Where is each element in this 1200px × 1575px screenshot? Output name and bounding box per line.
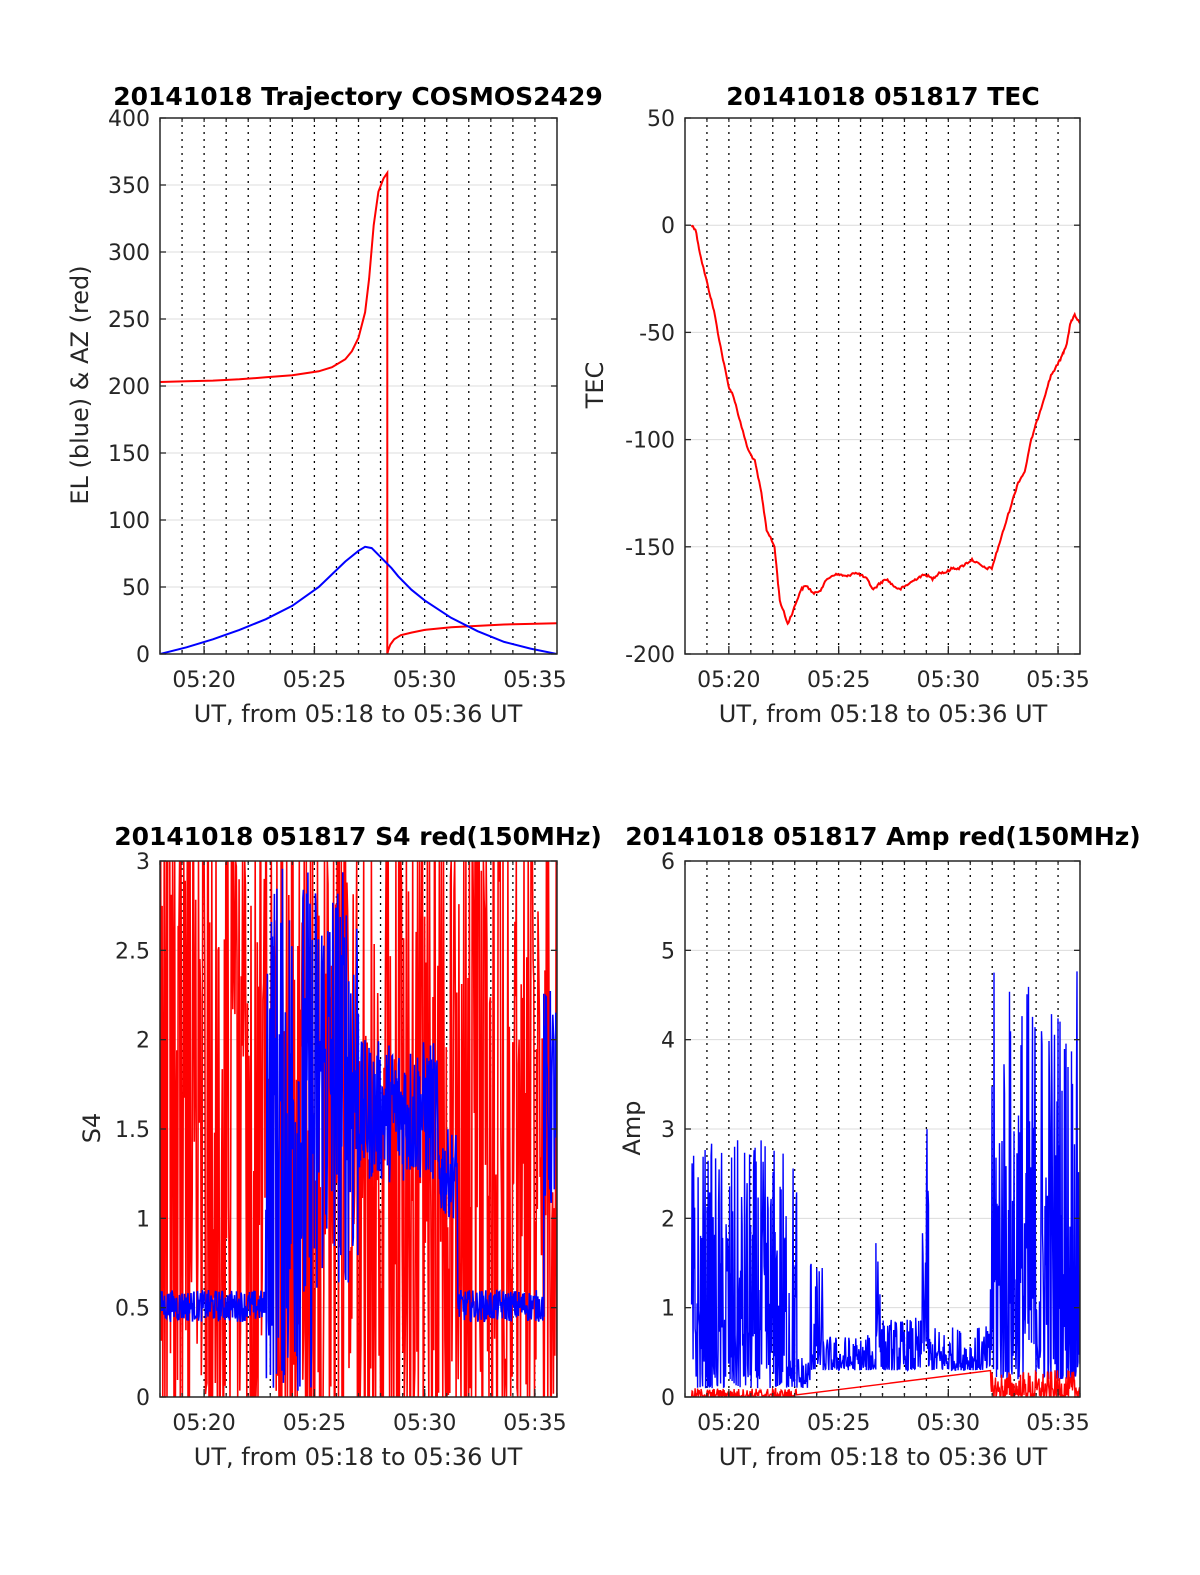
plot-area-3: 0 1 2 3 4 5 6 05:20 05:25 05:30 05:35 xyxy=(661,850,1090,1436)
y-tick-label: 400 xyxy=(108,107,150,132)
x-tick-label: 05:20 xyxy=(172,668,235,693)
x-axis-label: UT, from 05:18 to 05:36 UT xyxy=(194,700,523,728)
y-tick-label: 0 xyxy=(136,643,150,668)
plot-area-0: 0 50 100 150 200 250 300 350 400 05:20 05:25 05:30 0… xyxy=(108,107,567,693)
y-tick-label: 1.5 xyxy=(115,1118,150,1143)
y-tick-label: -150 xyxy=(625,536,675,561)
chart-title: 20141018 051817 Amp red(150MHz) xyxy=(625,822,1141,851)
series-line xyxy=(690,971,1080,1389)
x-tick-label: 05:35 xyxy=(503,1411,566,1436)
x-tick-label: 05:25 xyxy=(283,668,346,693)
x-tick-label: 05:35 xyxy=(1026,668,1089,693)
y-tick-label: 0.5 xyxy=(115,1297,150,1322)
y-tick-label: 3 xyxy=(136,850,150,875)
y-tick-label: 350 xyxy=(108,174,150,199)
plot-area-1: -200 -150 -100 -50 0 50 05:20 05:25 05:30 05:35 xyxy=(625,107,1090,693)
y-tick-label: 200 xyxy=(108,375,150,400)
y-tick-label: 6 xyxy=(661,850,675,875)
x-tick-label: 05:30 xyxy=(393,1411,456,1436)
y-tick-label: 250 xyxy=(108,308,150,333)
x-tick-label: 05:35 xyxy=(503,668,566,693)
data-layer xyxy=(160,169,557,654)
y-axis-label: S4 xyxy=(78,1113,106,1144)
y-tick-label: 4 xyxy=(661,1029,675,1054)
data-layer xyxy=(690,224,1080,626)
x-tick-label: 05:25 xyxy=(807,1411,870,1436)
x-tick-label: 05:20 xyxy=(697,668,760,693)
x-tick-label: 05:30 xyxy=(393,668,456,693)
panel-s4: 20141018 051817 S4 red(150MHz) UT, from … xyxy=(78,822,602,1471)
data-layer xyxy=(690,971,1080,1397)
panel-amp: 20141018 051817 Amp red(150MHz) UT, from… xyxy=(618,822,1141,1471)
x-tick-label: 05:35 xyxy=(1026,1411,1089,1436)
y-tick-label: 1 xyxy=(661,1297,675,1322)
chart-title: 20141018 051817 TEC xyxy=(726,82,1039,111)
y-axis-label: TEC xyxy=(581,362,609,410)
panel-tec: 20141018 051817 TEC UT, from 05:18 to 05… xyxy=(581,82,1048,728)
y-tick-label: 0 xyxy=(136,1386,150,1411)
series-line xyxy=(160,861,557,1397)
series-line xyxy=(160,868,557,1391)
y-tick-label: 2 xyxy=(136,1029,150,1054)
series-line xyxy=(690,224,1080,626)
y-tick-label: 3 xyxy=(661,1118,675,1143)
chart-title: 20141018 051817 S4 red(150MHz) xyxy=(114,822,602,851)
panel-trajectory: 20141018 Trajectory COSMOS2429 UT, from … xyxy=(66,82,603,728)
y-tick-label: 100 xyxy=(108,509,150,534)
x-tick-label: 05:30 xyxy=(917,1411,980,1436)
y-axis-label: Amp xyxy=(618,1100,646,1155)
x-axis-label: UT, from 05:18 to 05:36 UT xyxy=(719,1443,1048,1471)
y-tick-label: -50 xyxy=(639,321,675,346)
series-line xyxy=(690,1369,1080,1397)
x-axis-label: UT, from 05:18 to 05:36 UT xyxy=(194,1443,523,1471)
data-layer xyxy=(160,861,557,1397)
x-tick-label: 05:25 xyxy=(807,668,870,693)
y-tick-label: 2.5 xyxy=(115,939,150,964)
y-tick-label: 0 xyxy=(661,1386,675,1411)
y-tick-label: 50 xyxy=(647,107,675,132)
y-tick-label: 300 xyxy=(108,241,150,266)
plot-area-2: 0 0.5 1 1.5 2 2.5 3 05:20 05:25 05:30 05:35 xyxy=(115,850,567,1436)
y-tick-label: 5 xyxy=(661,939,675,964)
y-tick-label: 150 xyxy=(108,442,150,467)
y-tick-label: 0 xyxy=(661,214,675,239)
y-tick-label: 2 xyxy=(661,1207,675,1232)
series-line xyxy=(160,169,557,654)
x-tick-label: 05:20 xyxy=(172,1411,235,1436)
chart-title: 20141018 Trajectory COSMOS2429 xyxy=(113,82,603,111)
y-tick-label: 1 xyxy=(136,1207,150,1232)
series-line xyxy=(160,545,557,654)
y-axis-label: EL (blue) & AZ (red) xyxy=(66,265,94,504)
x-axis-label: UT, from 05:18 to 05:36 UT xyxy=(719,700,1048,728)
y-tick-label: -100 xyxy=(625,429,675,454)
y-tick-label: -200 xyxy=(625,643,675,668)
x-tick-label: 05:25 xyxy=(283,1411,346,1436)
x-tick-label: 05:20 xyxy=(697,1411,760,1436)
x-tick-label: 05:30 xyxy=(917,668,980,693)
y-tick-label: 50 xyxy=(122,576,150,601)
